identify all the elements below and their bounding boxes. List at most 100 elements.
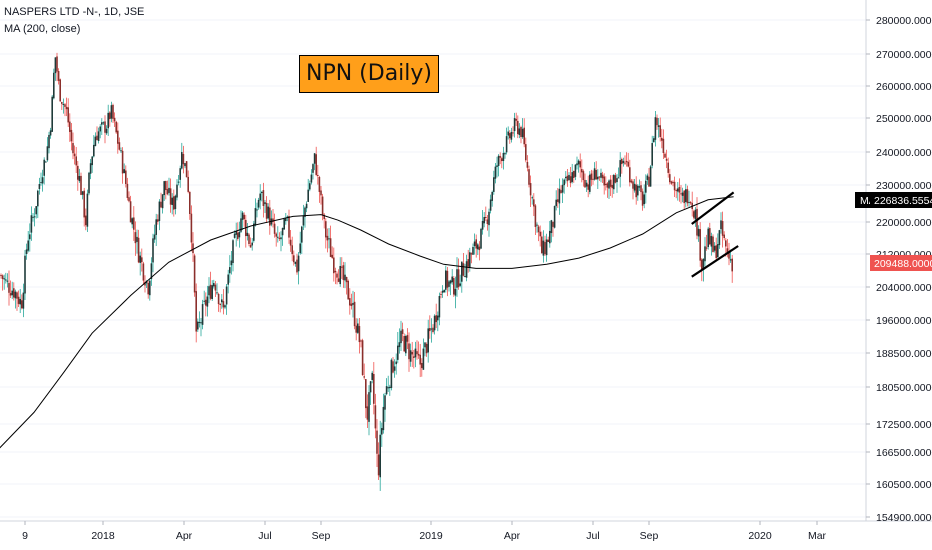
candle xyxy=(11,281,13,299)
channel-trendline[interactable] xyxy=(691,191,735,225)
candle xyxy=(587,175,589,198)
candle xyxy=(563,178,565,194)
candle xyxy=(37,189,39,219)
candle xyxy=(566,168,569,187)
candle xyxy=(486,214,489,231)
candle xyxy=(493,170,495,195)
y-tick-label: 160500.0000 xyxy=(876,479,932,491)
candle xyxy=(265,196,268,223)
candle xyxy=(605,176,607,191)
candle xyxy=(662,129,665,160)
candle xyxy=(267,203,269,221)
candle xyxy=(561,178,564,203)
candle xyxy=(129,195,132,223)
candle xyxy=(317,164,319,185)
candle xyxy=(549,220,551,248)
candle xyxy=(651,135,653,169)
candle xyxy=(502,146,505,170)
candle xyxy=(195,283,197,343)
candle xyxy=(421,358,423,377)
candle xyxy=(318,175,321,203)
candle xyxy=(339,257,341,287)
candle xyxy=(187,170,189,194)
chart-grid xyxy=(0,19,866,518)
candle xyxy=(565,171,567,184)
candle xyxy=(422,338,425,370)
symbol-title[interactable]: NASPERS LTD -N-, 1D, JSE xyxy=(4,6,145,18)
candle xyxy=(454,276,457,309)
candle xyxy=(429,315,431,339)
candle xyxy=(283,217,285,230)
candle xyxy=(672,180,674,187)
candle xyxy=(99,123,101,139)
candle xyxy=(597,169,599,189)
candle xyxy=(645,174,647,204)
candle xyxy=(67,98,69,127)
candle xyxy=(574,164,577,181)
candle xyxy=(224,304,226,310)
candle xyxy=(392,357,394,374)
candle xyxy=(405,334,407,357)
candle xyxy=(83,187,85,227)
candle xyxy=(264,200,266,214)
candle xyxy=(35,205,37,219)
candle xyxy=(65,97,68,117)
candle xyxy=(222,289,225,315)
candle xyxy=(427,319,429,363)
candle xyxy=(329,225,332,258)
candle xyxy=(46,137,49,162)
candle xyxy=(149,279,151,301)
y-tick-label: 280000.0000 xyxy=(876,15,932,27)
y-tick-label: 166500.0000 xyxy=(876,447,932,459)
candle xyxy=(541,231,543,254)
candle xyxy=(62,98,65,114)
candle xyxy=(621,157,623,174)
candle xyxy=(611,174,613,198)
candle xyxy=(208,277,210,304)
candle xyxy=(86,189,89,233)
candle xyxy=(622,157,625,167)
candle xyxy=(49,127,52,139)
candle xyxy=(56,52,58,82)
candle xyxy=(384,392,386,422)
time-axis[interactable]: 9 2018 Apr Jul Sep 2019 Apr Jul Sep 2020 Mar xyxy=(22,521,827,542)
candle xyxy=(617,167,620,179)
candle xyxy=(545,233,548,262)
candle xyxy=(430,318,433,343)
candle xyxy=(269,199,271,235)
candle xyxy=(397,331,399,364)
channel-trendline[interactable] xyxy=(691,245,739,278)
candle xyxy=(43,157,45,185)
candle xyxy=(705,234,708,251)
candle xyxy=(8,270,10,306)
x-tick-label: Sep xyxy=(640,530,659,542)
candle xyxy=(654,110,657,147)
candle xyxy=(441,285,444,298)
candle xyxy=(481,209,484,235)
candle xyxy=(40,172,42,186)
candle xyxy=(256,202,258,218)
candle xyxy=(437,311,439,332)
candle xyxy=(161,194,164,214)
candle xyxy=(371,370,373,384)
x-tick-label: 2019 xyxy=(419,530,443,542)
candle xyxy=(457,258,460,290)
candle xyxy=(181,142,183,170)
price-axis[interactable]: 280000.0000 270000.0000 260000.0000 250000.… xyxy=(866,15,932,524)
candle xyxy=(485,206,487,222)
candle xyxy=(286,215,289,222)
candle xyxy=(433,314,436,335)
y-tick-label: 154900.0000 xyxy=(876,512,932,524)
candle xyxy=(443,289,445,293)
candle xyxy=(33,208,36,227)
candle xyxy=(504,151,506,159)
candle xyxy=(569,167,572,188)
candle xyxy=(616,174,618,193)
candle xyxy=(281,227,284,246)
candle xyxy=(534,204,537,236)
candle xyxy=(489,194,492,214)
candle xyxy=(600,168,602,183)
indicator-title[interactable]: MA (200, close) xyxy=(4,23,81,35)
candle xyxy=(448,279,450,292)
